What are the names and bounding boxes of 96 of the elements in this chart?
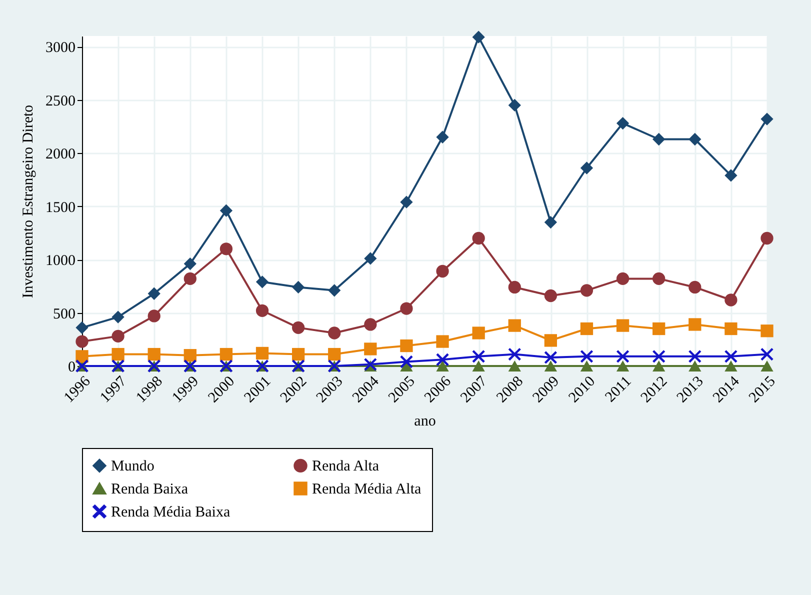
point xyxy=(400,339,413,352)
point xyxy=(652,350,666,363)
point xyxy=(364,342,377,356)
y-tick-label: 2000 xyxy=(46,146,76,163)
point xyxy=(472,360,485,372)
point xyxy=(652,132,666,146)
point xyxy=(688,280,702,294)
point xyxy=(724,322,738,336)
point xyxy=(508,280,521,294)
point xyxy=(652,272,666,286)
point xyxy=(580,162,594,174)
point xyxy=(292,280,305,294)
legend-label: Renda Alta xyxy=(312,458,380,475)
point xyxy=(256,276,269,288)
legend-label: Renda Baixa xyxy=(111,482,188,498)
point xyxy=(616,319,630,332)
point xyxy=(148,348,160,361)
legend-label: Renda Média Baixa xyxy=(111,504,230,520)
y-tick-label: 500 xyxy=(53,306,76,322)
point xyxy=(400,196,413,208)
point xyxy=(184,349,196,362)
point xyxy=(436,335,449,348)
x-tick-label: 2011 xyxy=(602,374,635,406)
point xyxy=(364,358,377,371)
point xyxy=(148,287,160,300)
point xyxy=(328,326,341,340)
point xyxy=(508,319,521,332)
point xyxy=(76,321,88,334)
point xyxy=(400,355,413,368)
point xyxy=(760,324,774,338)
point xyxy=(616,116,630,130)
point xyxy=(292,321,305,334)
point xyxy=(688,360,702,372)
point xyxy=(400,302,413,315)
point xyxy=(436,264,449,278)
point xyxy=(508,98,521,112)
point xyxy=(652,360,666,372)
point xyxy=(760,112,774,126)
point xyxy=(436,360,449,372)
point xyxy=(328,348,341,361)
point xyxy=(112,330,124,343)
point xyxy=(436,130,449,144)
point xyxy=(472,30,485,44)
y-tick-label: 0 xyxy=(68,360,76,376)
legend-label: Mundo xyxy=(111,458,154,475)
point xyxy=(724,294,738,306)
point xyxy=(724,360,738,372)
point xyxy=(616,360,630,372)
point xyxy=(184,257,196,270)
point xyxy=(508,348,521,361)
legend-label: Renda Média Alta xyxy=(312,482,422,498)
point xyxy=(688,132,702,146)
point xyxy=(652,322,666,336)
point xyxy=(472,326,485,340)
point xyxy=(508,360,521,372)
y-axis-title: Investimento Estrangeiro Direto xyxy=(20,104,36,298)
point xyxy=(256,346,269,360)
point xyxy=(544,351,558,364)
point xyxy=(184,272,196,286)
point xyxy=(616,350,630,363)
point xyxy=(580,350,594,363)
point xyxy=(472,232,485,245)
point xyxy=(544,216,558,229)
point xyxy=(760,232,774,245)
x-axis-title: ano xyxy=(414,413,436,430)
point xyxy=(436,353,449,366)
point xyxy=(724,169,738,182)
point xyxy=(328,284,341,297)
point xyxy=(760,360,774,372)
point xyxy=(220,348,233,361)
point xyxy=(688,350,702,363)
point xyxy=(256,304,269,317)
point xyxy=(544,334,558,347)
point xyxy=(148,310,160,322)
point xyxy=(580,322,594,336)
y-tick-label: 1000 xyxy=(46,253,76,270)
point xyxy=(76,335,88,348)
y-tick-label: 1500 xyxy=(46,200,76,216)
point xyxy=(760,348,774,361)
point xyxy=(688,318,702,331)
y-tick-label: 2500 xyxy=(46,93,76,110)
point xyxy=(472,350,485,363)
point xyxy=(220,204,233,217)
point xyxy=(364,318,377,331)
point xyxy=(220,242,233,256)
point xyxy=(364,252,377,265)
y-tick-label: 3000 xyxy=(46,40,76,56)
point xyxy=(724,350,738,363)
point xyxy=(292,348,305,361)
point xyxy=(112,348,124,361)
point xyxy=(544,289,558,302)
point xyxy=(112,310,124,324)
point xyxy=(580,360,594,372)
point xyxy=(544,360,558,372)
point xyxy=(616,272,630,286)
point xyxy=(580,284,594,297)
